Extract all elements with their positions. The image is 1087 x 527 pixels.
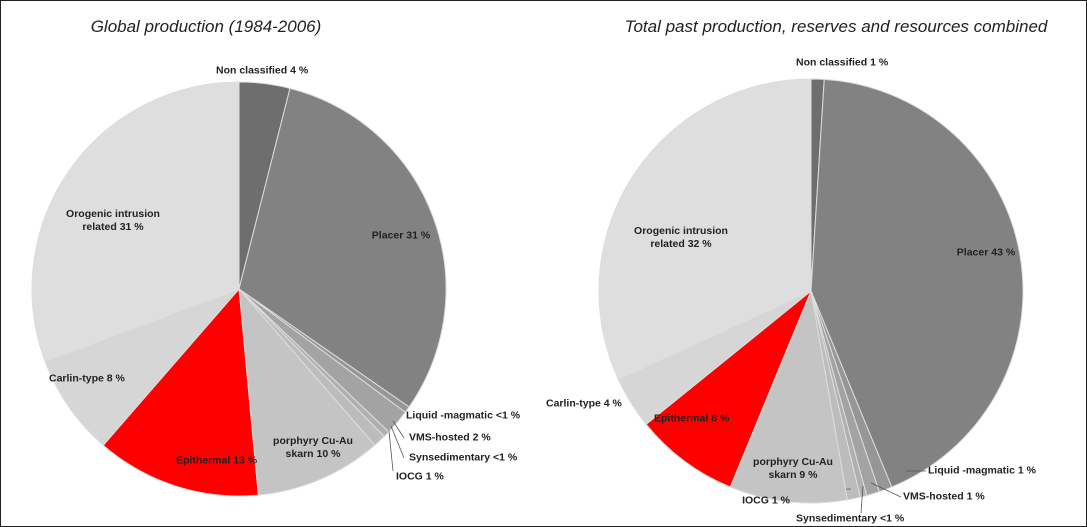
- value-label: 32 %: [687, 238, 712, 250]
- slice-label: Liquid -magmatic <1 %: [406, 410, 520, 423]
- slice-label: Placer 31 %: [361, 230, 441, 243]
- slice-label: VMS-hosted 2 %: [409, 432, 491, 445]
- slice-label: Non classified 1 %: [796, 57, 888, 70]
- value-label: 31 %: [119, 221, 144, 233]
- value-label: 1 %: [1017, 464, 1036, 477]
- slice-label: Epithermal 8 %: [654, 413, 729, 426]
- chart-title: Global production (1984-2006): [90, 17, 322, 36]
- pie-slice: [729, 289, 848, 504]
- value-label: 43 %: [991, 246, 1016, 259]
- slice-label: Synsedimentary <1 %: [796, 513, 904, 526]
- value-label: 31 %: [406, 229, 431, 242]
- chart-title: Total past production, reserves and reso…: [624, 17, 1048, 36]
- slice-label: porphyry Cu-Au skarn 9 %: [746, 456, 841, 482]
- value-label: 13 %: [233, 454, 258, 467]
- category-label: Carlin-type: [49, 372, 104, 385]
- category-label: porphyry Cu-Au skarn: [753, 456, 833, 481]
- category-label: Carlin-type: [546, 397, 601, 410]
- pie-slice: [44, 288, 240, 446]
- value-label: 2 %: [472, 431, 491, 444]
- category-label: Placer: [371, 229, 404, 242]
- category-label: Liquid -magmatic: [406, 409, 493, 422]
- category-label: Synsedimentary: [796, 512, 878, 525]
- slice-label: Carlin-type 4 %: [546, 398, 622, 411]
- category-label: VMS-hosted: [903, 490, 964, 503]
- leader-line: [388, 430, 394, 472]
- slice-label: Non classified 4 %: [216, 65, 308, 78]
- pie-slice: [645, 290, 812, 488]
- category-label: Non classified: [796, 56, 868, 69]
- leader-line: [870, 482, 902, 498]
- category-label: Epithermal: [654, 412, 709, 425]
- category-label: Epithermal: [176, 454, 231, 467]
- slice-label: VMS-hosted 1 %: [903, 491, 985, 504]
- category-label: Synsedimentary: [409, 451, 491, 464]
- slice-label: Orogenic intrusion related 32 %: [621, 225, 741, 251]
- value-label: 4 %: [290, 64, 309, 77]
- slice-label: IOCG 1 %: [396, 471, 444, 484]
- slice-label: Carlin-type 8 %: [49, 373, 125, 386]
- value-label: 4 %: [603, 397, 622, 410]
- category-label: Liquid -magmatic: [928, 464, 1015, 477]
- pie-slice: [238, 87, 447, 408]
- value-label: <1 %: [493, 451, 518, 464]
- category-label: VMS-hosted: [409, 431, 470, 444]
- value-label: 1 %: [771, 494, 790, 507]
- pie-slice: [598, 78, 812, 381]
- pie-slice: [102, 287, 259, 497]
- value-label: <1 %: [495, 409, 521, 422]
- slice-label: porphyry Cu-Au skarn 10 %: [268, 435, 358, 461]
- pie-slice: [810, 78, 1024, 488]
- slice-label: Liquid -magmatic 1 %: [928, 465, 1036, 478]
- value-label: 1 %: [870, 56, 889, 69]
- value-label: <1 %: [880, 512, 905, 525]
- leader-line: [860, 485, 864, 514]
- category-label: porphyry Cu-Au skarn: [273, 435, 353, 460]
- category-label: Orogenic intrusion related: [66, 208, 160, 233]
- leader-line: [390, 425, 405, 459]
- category-label: IOCG: [742, 494, 769, 507]
- value-label: 8 %: [106, 372, 125, 385]
- pie-slice: [238, 287, 376, 496]
- pie-slice: [31, 81, 240, 363]
- slice-label: Epithermal 13 %: [176, 455, 257, 468]
- value-label: 8 %: [711, 412, 730, 425]
- leader-line: [392, 420, 405, 439]
- value-label: 10 %: [316, 448, 341, 460]
- value-label: 1 %: [425, 470, 444, 483]
- slice-label: Orogenic intrusion related 31 %: [53, 208, 173, 234]
- category-label: IOCG: [396, 470, 423, 483]
- category-label: Orogenic intrusion related: [634, 225, 728, 250]
- value-label: 1 %: [966, 490, 985, 503]
- slice-label: IOCG 1 %: [740, 495, 792, 508]
- category-label: Non classified: [216, 64, 288, 77]
- slice-label: Placer 43 %: [946, 247, 1026, 260]
- category-label: Placer: [956, 246, 989, 259]
- slice-label: Synsedimentary <1 %: [409, 452, 517, 465]
- value-label: 9 %: [799, 469, 818, 481]
